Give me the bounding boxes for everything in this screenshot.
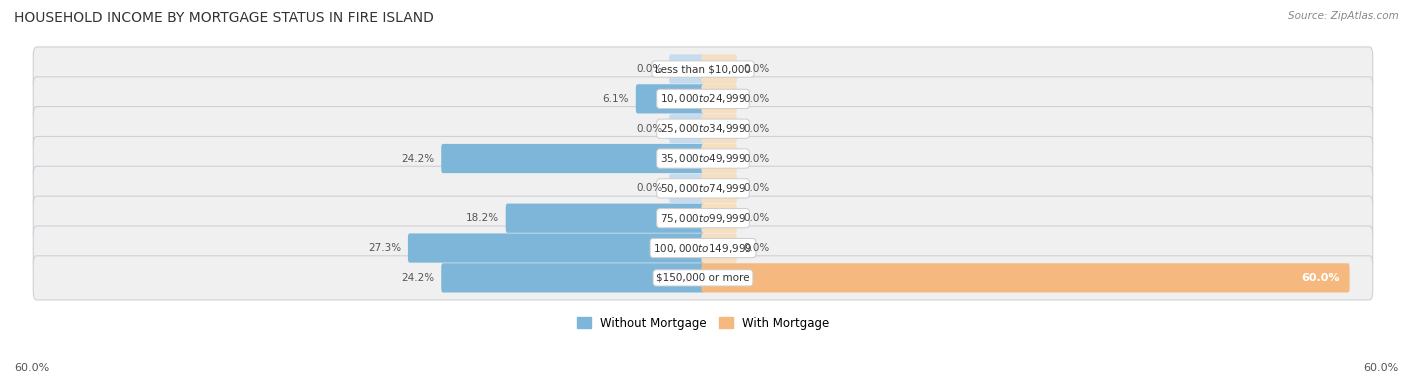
FancyBboxPatch shape [702,204,737,233]
Text: 60.0%: 60.0% [1364,363,1399,373]
FancyBboxPatch shape [34,256,1372,300]
FancyBboxPatch shape [34,196,1372,240]
FancyBboxPatch shape [408,233,704,263]
Text: 0.0%: 0.0% [636,64,662,74]
FancyBboxPatch shape [702,144,737,173]
Legend: Without Mortgage, With Mortgage: Without Mortgage, With Mortgage [572,312,834,334]
FancyBboxPatch shape [441,263,704,293]
Text: 0.0%: 0.0% [744,183,770,193]
FancyBboxPatch shape [669,114,704,143]
Text: 0.0%: 0.0% [744,153,770,164]
FancyBboxPatch shape [34,166,1372,210]
FancyBboxPatch shape [441,144,704,173]
Text: $10,000 to $24,999: $10,000 to $24,999 [659,92,747,105]
Text: $150,000 or more: $150,000 or more [657,273,749,283]
FancyBboxPatch shape [506,204,704,233]
FancyBboxPatch shape [34,77,1372,121]
Text: 6.1%: 6.1% [602,94,628,104]
FancyBboxPatch shape [702,84,737,113]
Text: Less than $10,000: Less than $10,000 [655,64,751,74]
Text: 0.0%: 0.0% [744,64,770,74]
FancyBboxPatch shape [34,47,1372,91]
FancyBboxPatch shape [669,174,704,203]
Text: 60.0%: 60.0% [1301,273,1340,283]
FancyBboxPatch shape [702,174,737,203]
Text: 60.0%: 60.0% [14,363,49,373]
Text: 0.0%: 0.0% [636,183,662,193]
Text: 24.2%: 24.2% [401,153,434,164]
Text: HOUSEHOLD INCOME BY MORTGAGE STATUS IN FIRE ISLAND: HOUSEHOLD INCOME BY MORTGAGE STATUS IN F… [14,11,434,25]
Text: $75,000 to $99,999: $75,000 to $99,999 [659,212,747,225]
Text: $35,000 to $49,999: $35,000 to $49,999 [659,152,747,165]
FancyBboxPatch shape [702,114,737,143]
Text: 0.0%: 0.0% [744,213,770,223]
Text: 0.0%: 0.0% [744,124,770,134]
Text: 0.0%: 0.0% [636,124,662,134]
FancyBboxPatch shape [702,263,1350,293]
Text: 0.0%: 0.0% [744,243,770,253]
Text: Source: ZipAtlas.com: Source: ZipAtlas.com [1288,11,1399,21]
Text: $25,000 to $34,999: $25,000 to $34,999 [659,122,747,135]
FancyBboxPatch shape [34,136,1372,181]
FancyBboxPatch shape [702,233,737,263]
FancyBboxPatch shape [34,107,1372,151]
FancyBboxPatch shape [34,226,1372,270]
FancyBboxPatch shape [702,54,737,84]
Text: $50,000 to $74,999: $50,000 to $74,999 [659,182,747,195]
Text: 27.3%: 27.3% [368,243,401,253]
Text: $100,000 to $149,999: $100,000 to $149,999 [654,242,752,254]
FancyBboxPatch shape [669,54,704,84]
FancyBboxPatch shape [636,84,704,113]
Text: 0.0%: 0.0% [744,94,770,104]
Text: 18.2%: 18.2% [465,213,499,223]
Text: 24.2%: 24.2% [401,273,434,283]
